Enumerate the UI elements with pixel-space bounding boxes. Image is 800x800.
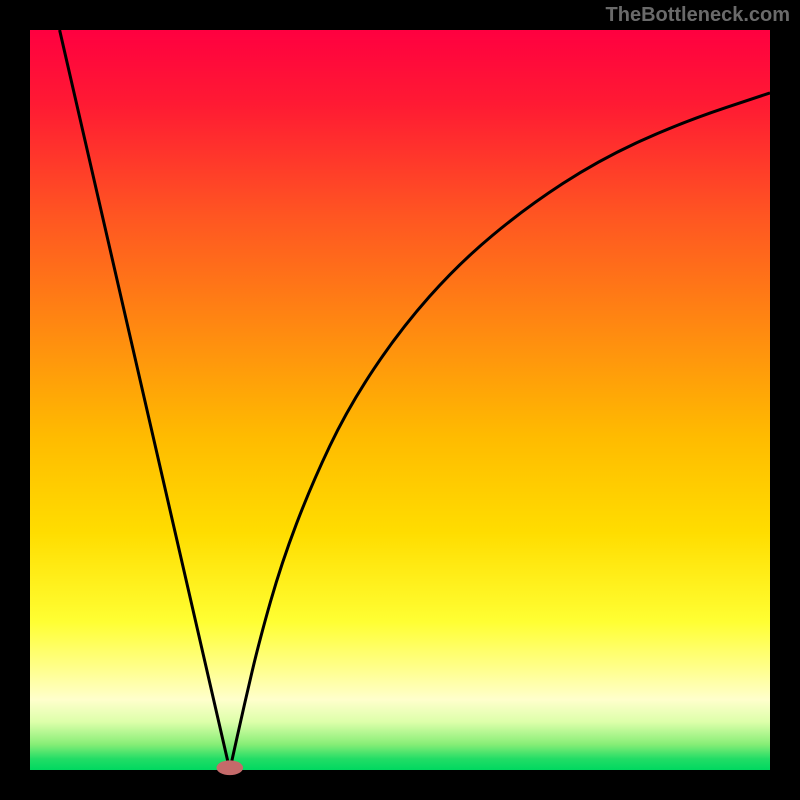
watermark-text: TheBottleneck.com [606,4,790,27]
chart-container: TheBottleneck.com [0,0,800,800]
gradient-plot-area [30,30,770,770]
optimal-point-marker [216,760,243,775]
bottleneck-chart [0,0,800,800]
